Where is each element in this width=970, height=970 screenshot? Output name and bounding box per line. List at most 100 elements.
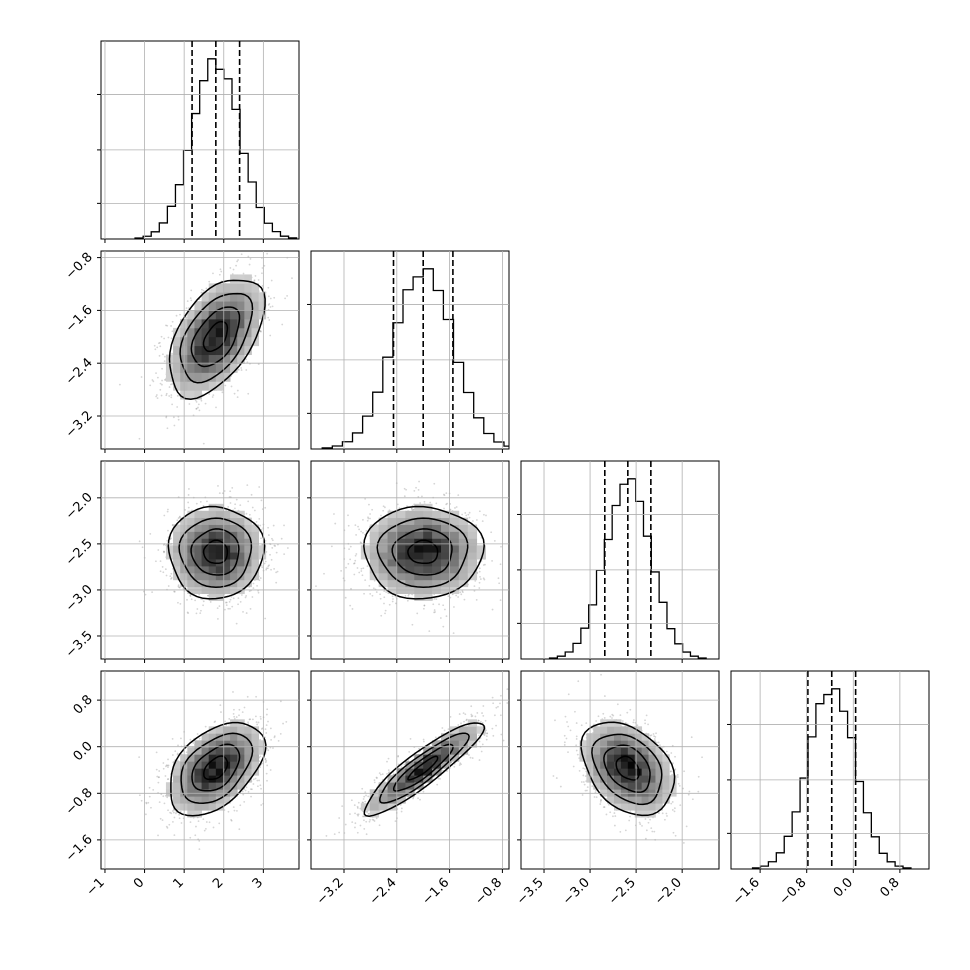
sample-point xyxy=(264,560,267,563)
sample-point xyxy=(221,492,224,495)
sample-point xyxy=(218,492,221,494)
density-cell xyxy=(187,390,195,400)
density-cell xyxy=(230,559,238,567)
density-cell xyxy=(244,345,252,356)
density-cell xyxy=(237,565,245,574)
sample-point xyxy=(140,376,143,378)
density-cell xyxy=(237,336,245,347)
sample-point xyxy=(178,586,181,589)
sample-point xyxy=(187,612,190,615)
sample-point xyxy=(419,502,422,504)
sample-point xyxy=(428,630,431,633)
sample-point xyxy=(362,531,364,534)
sample-point xyxy=(234,503,237,506)
sample-point xyxy=(246,361,249,364)
sample-point xyxy=(229,502,232,504)
density-cell xyxy=(201,565,210,574)
density-cell xyxy=(414,552,424,560)
sample-point xyxy=(167,508,169,511)
density-cell xyxy=(396,579,406,588)
sample-point xyxy=(270,558,273,561)
density-cell xyxy=(441,552,451,560)
sample-point xyxy=(442,625,445,628)
sample-point xyxy=(242,610,244,613)
density-cell xyxy=(208,524,217,532)
panel-content xyxy=(118,252,293,445)
sample-point xyxy=(155,394,158,396)
sample-point xyxy=(353,562,356,565)
density-cell xyxy=(441,510,451,519)
sample-point xyxy=(240,253,243,256)
density-cell xyxy=(251,565,260,574)
sample-point xyxy=(261,322,264,325)
density-cell xyxy=(458,517,469,525)
density-cell xyxy=(405,565,415,574)
sample-point xyxy=(429,501,432,504)
density-cell xyxy=(208,538,217,546)
sample-point xyxy=(347,514,349,517)
density-cell xyxy=(449,545,460,553)
sample-point xyxy=(442,604,445,607)
sample-point xyxy=(274,545,277,547)
density-cell xyxy=(396,572,406,581)
density-cell xyxy=(187,354,195,364)
sample-point xyxy=(236,809,238,812)
density-cell xyxy=(396,517,406,525)
y-tick-label: −3.2 xyxy=(63,408,96,441)
density-cell xyxy=(396,565,406,574)
density-cell xyxy=(201,545,210,553)
density-cell xyxy=(251,292,260,302)
sample-point xyxy=(394,595,397,598)
density-cell xyxy=(378,579,388,588)
sample-point xyxy=(404,594,407,597)
density-cell xyxy=(423,531,433,539)
sample-point xyxy=(483,578,486,581)
sample-point xyxy=(358,571,361,574)
sample-point xyxy=(161,383,163,386)
sample-point xyxy=(433,609,436,611)
sample-point xyxy=(189,594,192,597)
sample-point xyxy=(412,508,415,511)
sample-point xyxy=(438,603,440,606)
density-cell xyxy=(215,372,224,382)
sample-point xyxy=(156,376,159,379)
sample-point xyxy=(230,595,233,598)
sample-point xyxy=(252,582,255,585)
panel-frame xyxy=(310,250,510,450)
sample-point xyxy=(186,598,188,601)
sample-point xyxy=(179,515,181,518)
sample-point xyxy=(247,500,250,503)
density-cell xyxy=(237,274,245,284)
sample-point xyxy=(171,320,174,323)
sample-point xyxy=(158,801,161,804)
density-cell xyxy=(194,552,202,560)
histogram-step xyxy=(321,268,509,449)
sample-point xyxy=(233,392,236,395)
sample-point xyxy=(170,576,173,579)
sample-point xyxy=(457,494,460,497)
sample-point xyxy=(379,593,381,596)
sample-point xyxy=(205,287,208,290)
sample-point xyxy=(173,590,176,593)
sample-point xyxy=(223,608,226,611)
sample-point xyxy=(270,568,272,571)
sample-point xyxy=(170,383,172,386)
sample-point xyxy=(196,608,199,610)
sample-point xyxy=(168,823,171,826)
density-cell xyxy=(222,345,231,356)
sample-point xyxy=(257,591,260,594)
density-cell xyxy=(194,390,202,400)
density-cell xyxy=(201,310,210,320)
sample-point xyxy=(163,514,166,517)
sample-point xyxy=(245,595,248,597)
sample-point xyxy=(473,585,476,588)
sample-point xyxy=(155,395,158,398)
density-cell xyxy=(201,524,210,532)
density-cell xyxy=(432,524,442,532)
density-cell xyxy=(230,345,238,356)
sample-point xyxy=(230,796,233,799)
density-cell xyxy=(215,572,224,581)
density-cell xyxy=(423,538,433,546)
density-cell xyxy=(215,510,224,519)
